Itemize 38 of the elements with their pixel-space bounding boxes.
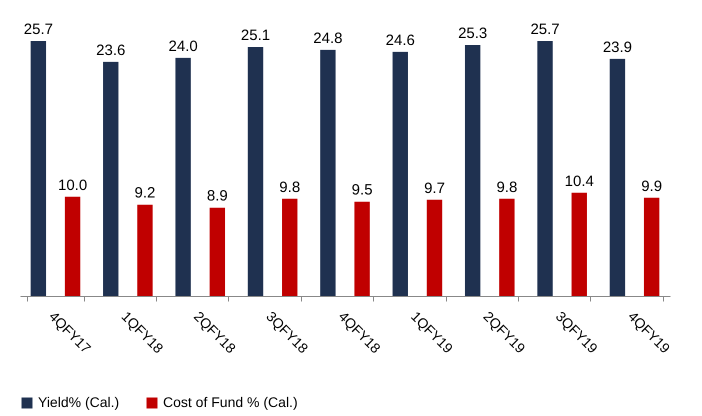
bar xyxy=(426,200,442,296)
data-label: 9.5 xyxy=(352,182,373,199)
legend-label: Yield% (Cal.) xyxy=(38,394,120,410)
bar xyxy=(464,44,480,296)
data-label: 25.1 xyxy=(240,26,270,44)
bar xyxy=(392,52,408,296)
bar xyxy=(282,198,298,296)
data-label: 25.7 xyxy=(24,21,53,38)
bar xyxy=(572,192,587,296)
bar xyxy=(537,41,553,296)
bar xyxy=(175,58,191,296)
bar xyxy=(644,198,660,296)
bar xyxy=(30,41,46,296)
data-label: 8.9 xyxy=(206,188,228,205)
bar xyxy=(210,208,226,296)
data-label: 24.8 xyxy=(313,30,342,47)
data-label: 24.6 xyxy=(386,32,415,49)
bar xyxy=(610,58,626,296)
data-label: 9.2 xyxy=(134,184,156,202)
bar xyxy=(103,62,118,296)
bar xyxy=(499,198,515,296)
bar xyxy=(64,196,80,296)
bar xyxy=(137,204,153,296)
legend-label: Cost of Fund % (Cal.) xyxy=(163,394,298,410)
bar xyxy=(354,202,370,296)
data-label: 25.3 xyxy=(458,24,488,42)
bar xyxy=(320,50,336,296)
data-label: 10.4 xyxy=(564,172,594,190)
data-label: 9.8 xyxy=(496,178,518,196)
data-label: 25.7 xyxy=(530,21,560,38)
data-label: 23.6 xyxy=(96,42,126,59)
bar xyxy=(248,46,264,296)
data-label: 9.9 xyxy=(641,178,662,195)
data-label: 9.8 xyxy=(279,178,300,196)
data-label: 10.0 xyxy=(58,176,88,194)
data-label: 23.9 xyxy=(602,38,632,56)
data-label: 24.0 xyxy=(168,38,198,55)
data-label: 9.7 xyxy=(424,180,445,197)
